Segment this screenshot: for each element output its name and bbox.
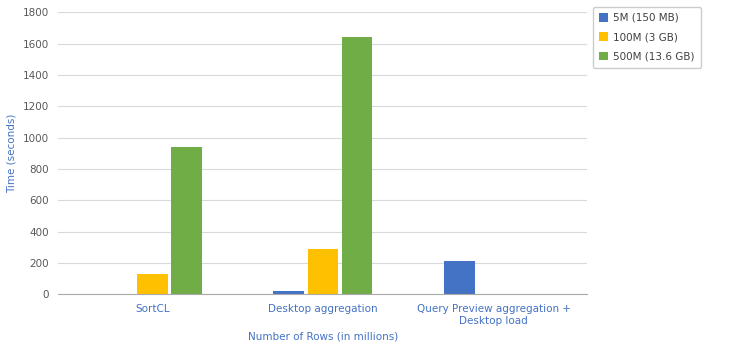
Bar xyxy=(273,291,304,294)
Bar xyxy=(444,261,474,294)
X-axis label: Number of Rows (in millions): Number of Rows (in millions) xyxy=(248,331,398,341)
Bar xyxy=(137,274,168,294)
Legend: 5M (150 MB), 100M (3 GB), 500M (13.6 GB): 5M (150 MB), 100M (3 GB), 500M (13.6 GB) xyxy=(593,7,701,68)
Y-axis label: Time (seconds): Time (seconds) xyxy=(7,113,17,193)
Bar xyxy=(307,249,338,294)
Bar xyxy=(342,37,373,294)
Bar xyxy=(171,147,202,294)
